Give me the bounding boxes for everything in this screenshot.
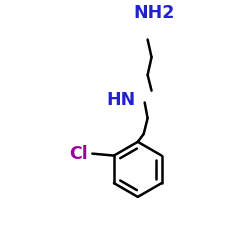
Text: NH2: NH2 [134, 4, 175, 22]
Text: HN: HN [106, 90, 136, 108]
Text: Cl: Cl [70, 144, 88, 162]
